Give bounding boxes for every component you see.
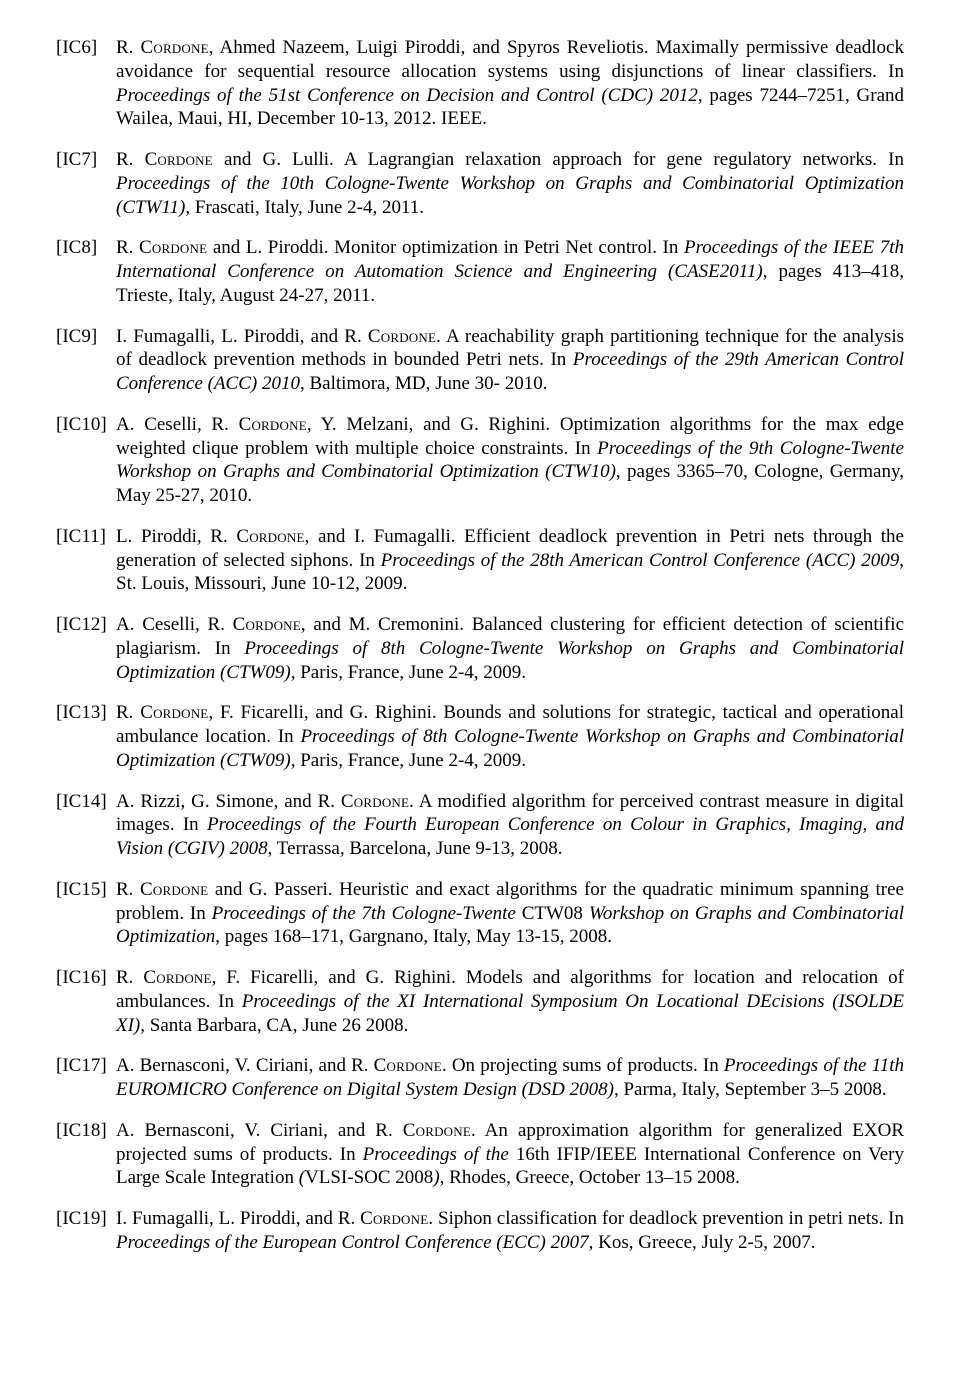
- reference-text: L. Piroddi, R.: [116, 526, 236, 547]
- reference-text: and L. Piroddi. Monitor optimization in …: [207, 237, 684, 258]
- reference-text: , Paris, France, June 2-4, 2009.: [291, 662, 526, 683]
- reference-label: [IC17]: [56, 1054, 116, 1078]
- reference-body: R. Cordone and L. Piroddi. Monitor optim…: [116, 236, 904, 307]
- author-highlight: Cordone: [233, 614, 301, 635]
- reference-list: [IC6]R. Cordone, Ahmed Nazeem, Luigi Pir…: [56, 36, 904, 1255]
- author-highlight: Cordone: [239, 414, 307, 435]
- reference-text: R.: [116, 967, 143, 988]
- reference-item: [IC9]I. Fumagalli, L. Piroddi, and R. Co…: [56, 325, 904, 396]
- reference-text: R.: [116, 37, 140, 58]
- author-highlight: Cordone: [139, 237, 207, 258]
- author-highlight: Cordone: [341, 791, 409, 812]
- author-highlight: Cordone: [374, 1055, 442, 1076]
- reference-item: [IC13]R. Cordone, F. Ficarelli, and G. R…: [56, 701, 904, 772]
- reference-venue: Proceedings of the European Control Conf…: [116, 1232, 589, 1253]
- reference-body: R. Cordone and G. Passeri. Heuristic and…: [116, 878, 904, 949]
- reference-text: A. Ceselli, R.: [116, 614, 233, 635]
- reference-label: [IC15]: [56, 878, 116, 902]
- reference-label: [IC8]: [56, 236, 116, 260]
- author-highlight: Cordone: [360, 1208, 428, 1229]
- reference-label: [IC11]: [56, 525, 116, 549]
- reference-item: [IC18]A. Bernasconi, V. Ciriani, and R. …: [56, 1119, 904, 1190]
- reference-text: , Rhodes, Greece, October 13–15 2008.: [440, 1167, 740, 1188]
- reference-label: [IC19]: [56, 1207, 116, 1231]
- reference-text: . Siphon classification for deadlock pre…: [428, 1208, 904, 1229]
- reference-body: I. Fumagalli, L. Piroddi, and R. Cordone…: [116, 1207, 904, 1255]
- reference-body: L. Piroddi, R. Cordone, and I. Fumagalli…: [116, 525, 904, 596]
- reference-text: and G. Lulli. A Lagrangian relaxation ap…: [213, 149, 904, 170]
- reference-label: [IC18]: [56, 1119, 116, 1143]
- reference-body: A. Ceselli, R. Cordone, Y. Melzani, and …: [116, 413, 904, 508]
- reference-body: I. Fumagalli, L. Piroddi, and R. Cordone…: [116, 325, 904, 396]
- reference-label: [IC13]: [56, 701, 116, 725]
- reference-item: [IC17]A. Bernasconi, V. Ciriani, and R. …: [56, 1054, 904, 1102]
- reference-body: A. Bernasconi, V. Ciriani, and R. Cordon…: [116, 1054, 904, 1102]
- reference-text: , pages 168–171, Gargnano, Italy, May 13…: [215, 926, 612, 947]
- reference-text: R.: [116, 879, 140, 900]
- reference-body: R. Cordone, F. Ficarelli, and G. Righini…: [116, 701, 904, 772]
- reference-item: [IC11]L. Piroddi, R. Cordone, and I. Fum…: [56, 525, 904, 596]
- reference-body: R. Cordone, Ahmed Nazeem, Luigi Piroddi,…: [116, 36, 904, 131]
- reference-body: R. Cordone and G. Lulli. A Lagrangian re…: [116, 148, 904, 219]
- reference-body: A. Ceselli, R. Cordone, and M. Cremonini…: [116, 613, 904, 684]
- reference-label: [IC7]: [56, 148, 116, 172]
- reference-item: [IC7]R. Cordone and G. Lulli. A Lagrangi…: [56, 148, 904, 219]
- author-highlight: Cordone: [140, 702, 208, 723]
- reference-item: [IC16]R. Cordone, F. Ficarelli, and G. R…: [56, 966, 904, 1037]
- reference-text: , Kos, Greece, July 2-5, 2007.: [589, 1232, 816, 1253]
- reference-text: , Paris, France, June 2-4, 2009.: [291, 750, 526, 771]
- author-highlight: Cordone: [143, 967, 211, 988]
- reference-item: [IC19]I. Fumagalli, L. Piroddi, and R. C…: [56, 1207, 904, 1255]
- reference-text: , Baltimora, MD, June 30- 2010.: [300, 373, 548, 394]
- reference-item: [IC10]A. Ceselli, R. Cordone, Y. Melzani…: [56, 413, 904, 508]
- reference-label: [IC16]: [56, 966, 116, 990]
- reference-text: R.: [116, 237, 139, 258]
- author-highlight: Cordone: [145, 149, 213, 170]
- reference-text: , Terrassa, Barcelona, June 9-13, 2008.: [268, 838, 563, 859]
- reference-body: A. Rizzi, G. Simone, and R. Cordone. A m…: [116, 790, 904, 861]
- reference-text: , Parma, Italy, September 3–5 2008.: [614, 1079, 887, 1100]
- reference-text: R.: [116, 702, 140, 723]
- reference-text: CTW08: [522, 903, 589, 924]
- reference-label: [IC6]: [56, 36, 116, 60]
- reference-text: A. Bernasconi, V. Ciriani, and R.: [116, 1120, 403, 1141]
- reference-body: A. Bernasconi, V. Ciriani, and R. Cordon…: [116, 1119, 904, 1190]
- reference-venue: Proceedings of the 28th American Control…: [381, 550, 900, 571]
- reference-text: . On projecting sums of products. In: [442, 1055, 724, 1076]
- reference-item: [IC6]R. Cordone, Ahmed Nazeem, Luigi Pir…: [56, 36, 904, 131]
- author-highlight: Cordone: [403, 1120, 471, 1141]
- reference-text: , Frascati, Italy, June 2-4, 2011.: [185, 197, 424, 218]
- reference-venue: Proceedings of the 7th Cologne-Twente: [212, 903, 522, 924]
- author-highlight: Cordone: [140, 37, 208, 58]
- reference-text: I. Fumagalli, L. Piroddi, and R.: [116, 326, 368, 347]
- reference-label: [IC10]: [56, 413, 116, 437]
- reference-item: [IC8]R. Cordone and L. Piroddi. Monitor …: [56, 236, 904, 307]
- reference-venue: Proceedings of the: [363, 1144, 516, 1165]
- reference-text: VLSI-SOC 2008: [305, 1167, 433, 1188]
- reference-text: , Ahmed Nazeem, Luigi Piroddi, and Spyro…: [116, 37, 904, 82]
- reference-item: [IC14]A. Rizzi, G. Simone, and R. Cordon…: [56, 790, 904, 861]
- reference-text: , Santa Barbara, CA, June 26 2008.: [140, 1015, 408, 1036]
- reference-item: [IC15]R. Cordone and G. Passeri. Heurist…: [56, 878, 904, 949]
- reference-label: [IC14]: [56, 790, 116, 814]
- reference-venue: Proceedings of the 51st Conference on De…: [116, 85, 698, 106]
- author-highlight: Cordone: [140, 879, 208, 900]
- reference-body: R. Cordone, F. Ficarelli, and G. Righini…: [116, 966, 904, 1037]
- reference-text: I. Fumagalli, L. Piroddi, and R.: [116, 1208, 360, 1229]
- reference-text: A. Bernasconi, V. Ciriani, and R.: [116, 1055, 374, 1076]
- reference-item: [IC12]A. Ceselli, R. Cordone, and M. Cre…: [56, 613, 904, 684]
- reference-label: [IC12]: [56, 613, 116, 637]
- author-highlight: Cordone: [368, 326, 436, 347]
- reference-text: R.: [116, 149, 145, 170]
- reference-text: A. Rizzi, G. Simone, and R.: [116, 791, 341, 812]
- author-highlight: Cordone: [236, 526, 304, 547]
- reference-text: A. Ceselli, R.: [116, 414, 239, 435]
- reference-label: [IC9]: [56, 325, 116, 349]
